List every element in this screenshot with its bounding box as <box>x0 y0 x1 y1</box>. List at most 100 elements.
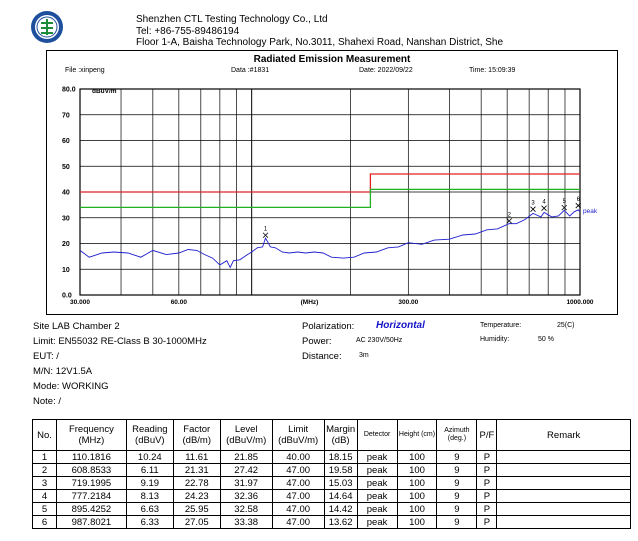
table-cell: 9 <box>436 515 478 529</box>
margin-line <box>80 188 580 209</box>
test-info: Site LAB Chamber 2 Limit: EN55032 RE-Cla… <box>0 316 638 416</box>
table-row: 1 110.1816 10.24 11.61 21.85 40.00 18.15 peak 10… <box>32 450 631 464</box>
y-tick-label: 20 <box>62 241 70 248</box>
table-cell: P <box>476 489 498 503</box>
table-cell: 5 <box>32 502 57 516</box>
limit-line <box>80 173 580 193</box>
table-cell: peak <box>356 515 398 529</box>
table-cell: 6.11 <box>125 463 174 477</box>
table-cell: 9 <box>436 489 478 503</box>
marker-label: 1 <box>264 227 268 233</box>
x-tick-label: 1000.000 <box>566 299 593 306</box>
table-cell: 47.00 <box>271 463 325 477</box>
x-tick-label: 300.00 <box>398 299 418 306</box>
table-cell: 100 <box>396 489 438 503</box>
report-title: Radiated Emission Measurement <box>253 54 411 65</box>
table-cell <box>496 489 631 503</box>
x-tick-label: (MHz) <box>301 299 319 306</box>
table-cell: 22.78 <box>172 476 221 490</box>
table-cell: 10.24 <box>125 450 174 464</box>
table-cell: 19.58 <box>323 463 358 477</box>
temperature-label: Temperature: <box>480 322 522 329</box>
table-row: 2 608.8533 6.11 21.31 27.42 47.00 19.58 peak 100… <box>32 463 631 477</box>
table-cell: 9.19 <box>125 476 174 490</box>
y-tick-label: 80.0 <box>62 87 76 94</box>
header-no: No. <box>32 419 57 451</box>
table-cell: 40.00 <box>271 450 325 464</box>
marker-label: 4 <box>542 200 546 206</box>
table-cell: 14.64 <box>323 489 358 503</box>
humidity-label: Humidity: <box>480 336 510 343</box>
table-cell <box>496 476 631 490</box>
table-cell: 777.2184 <box>55 489 127 503</box>
table-cell: P <box>476 450 498 464</box>
note-label: Note: / <box>33 396 61 407</box>
y-tick-label: 0.0 <box>62 293 72 300</box>
table-cell: 100 <box>396 476 438 490</box>
table-cell <box>496 450 631 464</box>
header-detector: Detector <box>356 419 398 451</box>
company-tel: Tel: +86-755-89486194 <box>136 25 240 37</box>
emission-chart: 0.0 10 20 30 40 50 60 70 80.0 dBuV/m 30.000 60.00 (M… <box>62 87 598 307</box>
report-frame: Radiated Emission Measurement File :xinp… <box>46 50 618 315</box>
marker-x <box>506 218 513 224</box>
table-cell: P <box>476 476 498 490</box>
x-tick-label: 30.000 <box>70 299 90 306</box>
header-level: Level (dBuV/m) <box>219 419 273 451</box>
company-block: Shenzhen CTL Testing Technology Co., Ltd… <box>136 14 503 49</box>
table-cell: 9 <box>436 463 478 477</box>
measurement-trace <box>79 209 581 269</box>
file-label: File :xinpeng <box>65 67 105 74</box>
table-cell: 47.00 <box>271 502 325 516</box>
table-row: 3 719.1995 9.19 22.78 31.97 47.00 15.03 peak 100… <box>32 476 631 490</box>
site-label: Site LAB Chamber 2 <box>33 321 120 332</box>
marker-x <box>575 202 582 209</box>
company-name: Shenzhen CTL Testing Technology Co., Ltd <box>136 14 328 25</box>
header-margin: Margin (dB) <box>323 419 358 451</box>
table-cell <box>496 515 631 529</box>
table-cell: 33.38 <box>219 515 273 529</box>
table-cell: 21.31 <box>172 463 221 477</box>
table-row: 5 895.4252 6.63 25.95 32.58 47.00 14.42 peak 100… <box>32 502 631 516</box>
table-row: 4 777.2184 8.13 24.23 32.36 47.00 14.64 peak 100… <box>32 489 631 503</box>
table-cell: 47.00 <box>271 515 325 529</box>
time-label: Time: 15:09:39 <box>469 67 516 74</box>
report-header: Shenzhen CTL Testing Technology Co., Ltd… <box>0 0 638 50</box>
table-cell: peak <box>356 502 398 516</box>
table-cell: 24.23 <box>172 489 221 503</box>
table-cell: peak <box>356 476 398 490</box>
table-cell: 100 <box>396 463 438 477</box>
polarization-value: Horizontal <box>376 320 425 331</box>
table-cell: 21.85 <box>219 450 273 464</box>
results-table: No. Frequency (MHz) Reading (dBuV) Facto… <box>32 419 631 529</box>
marker-label: 2 <box>508 212 512 218</box>
header-pf: P/F <box>476 419 498 451</box>
table-cell: 47.00 <box>271 489 325 503</box>
y-tick-label: 30 <box>62 215 70 222</box>
table-cell: 27.05 <box>172 515 221 529</box>
table-cell: P <box>476 502 498 516</box>
table-cell: 110.1816 <box>55 450 127 464</box>
header-azimuth: Azimuth (deg.) <box>436 419 478 451</box>
marker-label: 5 <box>563 199 567 205</box>
eut-label: EUT: / <box>33 351 59 362</box>
date-label: Date: 2022/09/22 <box>359 67 413 74</box>
marker-x <box>561 204 568 211</box>
table-cell: 32.58 <box>219 502 273 516</box>
table-header-row: No. Frequency (MHz) Reading (dBuV) Facto… <box>32 419 631 451</box>
company-address: Floor 1-A, Baisha Technology Park, No.30… <box>136 37 504 48</box>
distance-label: Distance: <box>302 351 342 362</box>
table-cell: 987.8021 <box>55 515 127 529</box>
header-limit: Limit (dBuV/m) <box>271 419 325 451</box>
table-cell: 47.00 <box>271 476 325 490</box>
limit-label: Limit: EN55032 RE-Class B 30-1000MHz <box>33 336 207 347</box>
table-cell: P <box>476 463 498 477</box>
temperature-value: 25(C) <box>557 322 575 329</box>
mode-label: Mode: WORKING <box>33 381 109 392</box>
power-value: AC 230V/50Hz <box>356 337 403 344</box>
y-tick-label: 40 <box>62 190 70 197</box>
marker-x <box>262 232 269 239</box>
table-cell: peak <box>356 463 398 477</box>
header-remark: Remark <box>496 419 631 451</box>
table-cell: peak <box>356 489 398 503</box>
